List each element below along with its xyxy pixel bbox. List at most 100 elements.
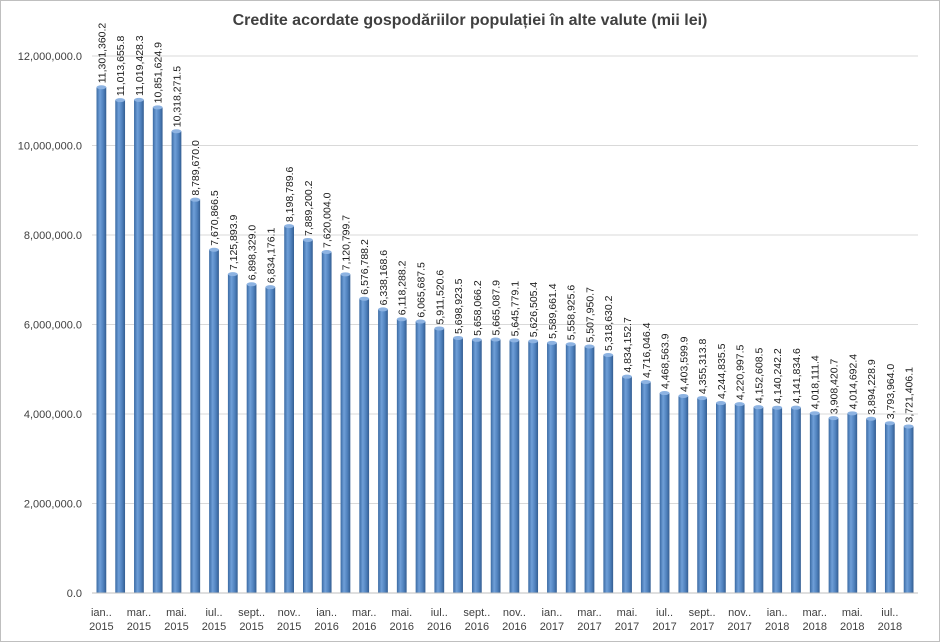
bar: [453, 337, 463, 593]
bar-top: [378, 307, 388, 312]
bar: [603, 354, 614, 593]
bar: [396, 319, 407, 593]
data-label: 5,698,923.5: [453, 278, 465, 334]
bar-top: [603, 352, 614, 357]
bar-top: [396, 317, 407, 322]
x-tick-month: mai.: [617, 607, 638, 619]
bar: [171, 131, 182, 593]
data-label: 11,301,360.2: [96, 23, 108, 84]
x-tick-month: iul..: [656, 607, 673, 619]
data-label: 8,789,670.0: [190, 140, 202, 196]
data-label: 7,889,200.2: [303, 180, 315, 236]
y-tick-label: 4,000,000.0: [24, 409, 82, 421]
x-tick-month: mar..: [577, 607, 601, 619]
x-tick-month: nov..: [728, 607, 751, 619]
data-label: 5,318,630.2: [603, 295, 615, 351]
bar: [903, 426, 914, 593]
x-tick-year: 2017: [615, 621, 639, 633]
bar: [152, 107, 163, 594]
x-tick-month: ian..: [767, 607, 788, 619]
bar-top: [246, 282, 257, 287]
bar: [866, 418, 876, 593]
x-tick-month: sept..: [463, 607, 490, 619]
x-tick-year: 2015: [89, 621, 113, 633]
x-tick-year: 2016: [465, 621, 489, 633]
bar-top: [209, 247, 219, 252]
x-tick-year: 2018: [878, 621, 902, 633]
bar: [847, 413, 858, 593]
x-tick-month: mai.: [842, 607, 863, 619]
y-tick-label: 0.0: [67, 588, 82, 600]
bar: [96, 87, 107, 593]
bar-top: [453, 335, 463, 340]
bar-top: [903, 424, 914, 429]
x-tick-month: ian..: [316, 607, 337, 619]
data-label: 7,620,004.0: [322, 192, 334, 248]
x-tick-month: nov..: [503, 607, 526, 619]
bar-top: [640, 379, 651, 384]
bar-top: [303, 237, 313, 242]
bar: [791, 407, 801, 593]
data-label: 5,589,661.4: [547, 283, 559, 339]
data-label: 4,014,692.4: [847, 354, 859, 410]
x-tick-year: 2015: [202, 621, 226, 633]
bar: [303, 239, 313, 593]
x-tick-year: 2016: [390, 621, 414, 633]
bar: [565, 344, 576, 593]
x-tick-year: 2016: [352, 621, 376, 633]
bar: [509, 340, 520, 593]
bar: [190, 199, 201, 593]
bar-top: [716, 401, 726, 406]
bar: [471, 339, 482, 593]
data-label: 7,125,893.9: [228, 214, 240, 270]
bar-top: [772, 405, 783, 410]
y-tick-label: 8,000,000.0: [24, 230, 82, 242]
bar-top: [547, 340, 557, 345]
data-label: 6,576,788.2: [359, 239, 371, 295]
x-tick-year: 2017: [540, 621, 564, 633]
bar: [246, 284, 257, 593]
bar: [584, 346, 595, 593]
bar-top: [284, 224, 294, 229]
x-tick-month: iul..: [431, 607, 448, 619]
bar-top: [190, 197, 201, 202]
data-label: 5,507,950.7: [584, 287, 596, 343]
bar: [115, 100, 126, 593]
bar: [640, 381, 651, 593]
x-tick-month: sept..: [238, 607, 265, 619]
data-label: 4,244,835.5: [716, 343, 728, 399]
bar-top: [96, 85, 107, 90]
x-tick-month: ian..: [542, 607, 563, 619]
bar: [209, 249, 219, 593]
data-label: 3,908,420.7: [829, 358, 841, 414]
x-tick-month: mai.: [166, 607, 187, 619]
bar-top: [565, 342, 576, 347]
data-label: 6,338,168.6: [378, 250, 390, 306]
bar: [434, 328, 445, 593]
data-label: 4,141,834.6: [791, 348, 803, 404]
x-tick-month: nov..: [278, 607, 301, 619]
data-label: 4,355,313.8: [697, 338, 709, 394]
y-tick-label: 2,000,000.0: [24, 499, 82, 511]
bar: [678, 395, 689, 593]
data-label: 3,721,406.1: [904, 367, 916, 423]
data-label: 3,793,964.0: [885, 364, 897, 420]
data-label: 5,626,505.4: [528, 282, 540, 338]
y-tick-label: 10,000,000.0: [18, 141, 82, 153]
x-tick-year: 2016: [502, 621, 526, 633]
x-tick-year: 2015: [277, 621, 301, 633]
bar-top: [434, 326, 445, 331]
data-labels: 11,301,360.2 11,013,655.8 11,019,428.3 10,8…: [96, 23, 915, 423]
bar-top: [697, 396, 707, 401]
bar: [227, 274, 238, 593]
y-axis: 0.0 2,000,000.0 4,000,000.0 6,000,000.0 8,00…: [18, 51, 82, 600]
bar-top: [321, 250, 332, 255]
x-axis: ian.. 2015 mar.. 2015 mai. 2015 iul.. 2015 sept.…: [89, 592, 918, 633]
data-label: 4,403,599.9: [678, 336, 690, 392]
bar: [809, 413, 820, 593]
bar-top: [828, 416, 839, 421]
bar-top: [884, 421, 895, 426]
bar-top: [340, 272, 351, 277]
bar: [884, 423, 895, 593]
data-label: 4,140,242.2: [772, 348, 784, 404]
